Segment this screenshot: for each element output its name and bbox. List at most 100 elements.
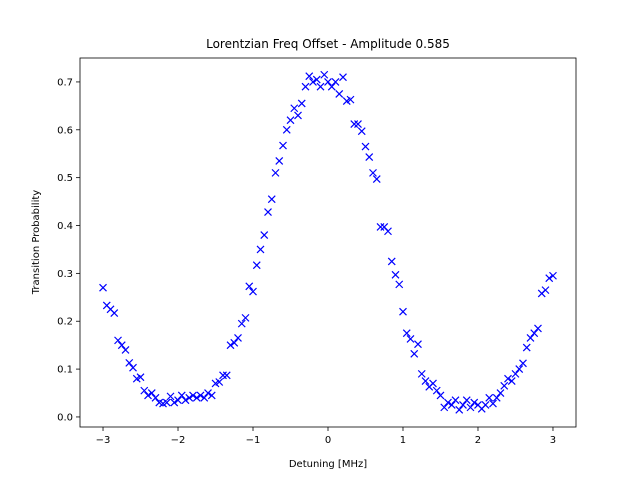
point bbox=[492, 393, 501, 402]
point bbox=[485, 393, 494, 402]
point bbox=[376, 223, 385, 231]
point bbox=[507, 377, 516, 385]
point bbox=[312, 75, 321, 84]
point bbox=[459, 401, 467, 409]
point bbox=[451, 396, 460, 405]
point bbox=[500, 381, 509, 390]
y-tick-label: 0.6 bbox=[57, 125, 73, 136]
point bbox=[181, 396, 190, 405]
point bbox=[320, 70, 329, 79]
point bbox=[275, 156, 284, 165]
point bbox=[331, 78, 340, 86]
point bbox=[215, 378, 224, 386]
point bbox=[384, 227, 392, 236]
point bbox=[372, 175, 381, 184]
point bbox=[444, 398, 452, 407]
point bbox=[365, 153, 374, 161]
point bbox=[226, 341, 235, 350]
point bbox=[309, 78, 317, 86]
point bbox=[166, 392, 175, 401]
point bbox=[294, 111, 302, 120]
point bbox=[545, 274, 554, 283]
point bbox=[436, 391, 445, 400]
point bbox=[279, 141, 287, 150]
point bbox=[470, 398, 479, 407]
point bbox=[136, 373, 145, 382]
x-tick-label: 2 bbox=[475, 435, 481, 446]
point bbox=[144, 391, 152, 400]
point bbox=[110, 309, 119, 318]
point bbox=[357, 127, 366, 136]
point bbox=[147, 389, 156, 397]
point bbox=[541, 286, 550, 295]
point bbox=[290, 104, 299, 113]
point bbox=[252, 261, 261, 270]
x-tick-label: −3 bbox=[96, 435, 111, 446]
point bbox=[534, 324, 542, 333]
point bbox=[185, 393, 194, 402]
point bbox=[189, 391, 197, 400]
point bbox=[406, 335, 415, 343]
x-tick-label: 3 bbox=[550, 435, 556, 446]
point bbox=[511, 369, 520, 378]
point bbox=[462, 396, 471, 405]
point bbox=[391, 270, 400, 279]
point bbox=[267, 195, 276, 204]
point bbox=[230, 338, 239, 347]
point bbox=[324, 78, 332, 86]
point bbox=[496, 389, 505, 397]
y-axis-label: Transition Probability bbox=[31, 190, 42, 295]
point bbox=[286, 116, 295, 125]
point bbox=[316, 82, 325, 91]
y-tick-label: 0.2 bbox=[57, 317, 73, 328]
y-tick-label: 0.1 bbox=[57, 365, 73, 376]
chart-title: Lorentzian Freq Offset - Amplitude 0.585 bbox=[206, 37, 450, 51]
point bbox=[297, 99, 306, 108]
point bbox=[256, 245, 265, 254]
point bbox=[350, 120, 359, 128]
point bbox=[200, 393, 209, 402]
y-tick-label: 0.3 bbox=[57, 269, 73, 280]
x-axis-label: Detuning [MHz] bbox=[289, 459, 367, 470]
point bbox=[346, 95, 355, 104]
point bbox=[260, 231, 269, 240]
point bbox=[354, 120, 362, 128]
point bbox=[417, 369, 426, 378]
point bbox=[489, 399, 497, 408]
point bbox=[515, 365, 524, 374]
point bbox=[237, 319, 246, 328]
point bbox=[151, 393, 160, 402]
point bbox=[249, 287, 257, 296]
point bbox=[219, 371, 227, 380]
point bbox=[481, 401, 490, 409]
point bbox=[455, 405, 464, 414]
point bbox=[339, 73, 347, 82]
point bbox=[466, 403, 475, 412]
point bbox=[421, 377, 430, 385]
point bbox=[125, 358, 134, 367]
point bbox=[264, 208, 272, 217]
point bbox=[522, 343, 531, 352]
point bbox=[99, 283, 107, 292]
point bbox=[387, 257, 396, 266]
point bbox=[162, 398, 171, 407]
point bbox=[117, 341, 126, 350]
point bbox=[207, 391, 216, 400]
point bbox=[271, 168, 280, 177]
point bbox=[196, 391, 205, 400]
point bbox=[192, 393, 201, 402]
y-tick-label: 0.0 bbox=[57, 412, 73, 423]
point bbox=[129, 363, 137, 372]
point bbox=[305, 72, 314, 81]
point bbox=[282, 125, 291, 134]
x-tick-label: 0 bbox=[325, 435, 331, 446]
point bbox=[234, 334, 242, 342]
point bbox=[447, 401, 456, 409]
point bbox=[335, 89, 344, 98]
point bbox=[361, 142, 370, 151]
plot-frame bbox=[79, 57, 577, 428]
point bbox=[204, 389, 212, 397]
point bbox=[327, 82, 336, 91]
